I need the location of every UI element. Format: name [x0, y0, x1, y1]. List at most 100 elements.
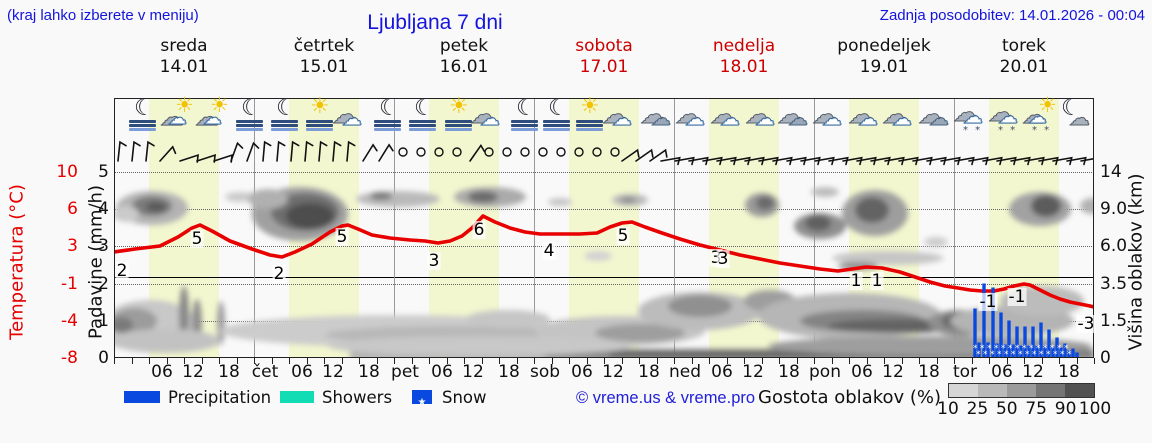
day-name: nedelja: [712, 36, 776, 56]
temp-tick: 6: [67, 199, 78, 219]
axis-tick: [254, 358, 255, 364]
menu-hint: (kraj lahko izberete v meniju): [7, 7, 199, 24]
axis-tick: [237, 358, 238, 364]
cloud-height-tick: 9.0: [1100, 199, 1128, 219]
cloud-height-tick: 14: [1100, 162, 1122, 182]
axis-tick: [1024, 358, 1025, 364]
axis-tick: [482, 358, 483, 364]
gridline: [114, 172, 1094, 173]
temperature-value-label: 5: [190, 229, 204, 249]
fog-lines-icon: [306, 124, 333, 127]
weather-icon-cloud: ☁ ☁: [848, 100, 879, 130]
temperature-value-label: -1: [1007, 287, 1027, 307]
fog-lines-icon: [576, 124, 603, 127]
fog-lines-icon: [236, 124, 263, 127]
axis-tick: [377, 358, 378, 364]
axis-tick: [184, 358, 185, 364]
axis-tick: [919, 358, 920, 364]
weather-icon-cloud: ☁ ☁: [710, 100, 741, 130]
fog-lines-icon: [543, 128, 570, 131]
svg-text:*: *: [1057, 344, 1062, 354]
x-tick-label: 12: [462, 362, 484, 382]
gridline: [114, 209, 1094, 210]
day-separator: [534, 98, 535, 358]
axis-tick: [149, 358, 150, 364]
fog-lines-icon: [374, 120, 401, 123]
precip-tick: 3: [98, 236, 109, 256]
gridline: [114, 284, 1094, 285]
weather-icon-cloud-grey: ☁ ☁: [777, 100, 809, 130]
svg-text:*: *: [976, 350, 981, 358]
axis-tick: [464, 358, 465, 364]
temperature-value-label: 1: [849, 271, 863, 291]
x-tick-label: 06: [851, 362, 873, 382]
svg-text:*: *: [1001, 344, 1006, 354]
copyright-link[interactable]: © vreme.us & vreme.pro: [576, 389, 756, 407]
day-name: petek: [439, 36, 489, 56]
snow-label: Snow: [442, 388, 487, 407]
temperature-value-label: -3: [1076, 314, 1096, 334]
weather-icon-moon-fog: ☾: [370, 97, 406, 136]
weather-icon-cloud-grey: ☁ ☁: [640, 100, 672, 130]
axis-tick: [132, 358, 133, 364]
precipitation-swatch: [124, 391, 160, 403]
x-day-abbr: pet: [391, 362, 419, 382]
svg-text:*: *: [1025, 350, 1030, 358]
temperature-value-label: -1: [978, 292, 998, 312]
temperature-line: [114, 214, 1094, 309]
svg-text:*: *: [1060, 350, 1065, 358]
axis-tick: [569, 358, 570, 364]
axis-tick: [779, 358, 780, 364]
x-day-abbr: tor: [952, 362, 978, 382]
axis-tick: [639, 358, 640, 364]
day-name: četrtek: [293, 36, 355, 56]
temp-tick: 3: [67, 236, 78, 256]
svg-text:*: *: [1022, 344, 1027, 354]
axis-tick: [587, 358, 588, 364]
x-tick-label: 06: [711, 362, 733, 382]
precip-tick: 1: [98, 311, 109, 331]
axis-tick: [604, 358, 605, 364]
x-tick-label: 18: [1058, 362, 1080, 382]
fog-lines-icon: [374, 124, 401, 127]
x-tick-label: 12: [882, 362, 904, 382]
day-name: ponedeljek: [837, 36, 931, 56]
precip-bars: [973, 283, 1079, 358]
axis-tick: [657, 358, 658, 364]
svg-text:*: *: [1011, 350, 1016, 358]
axis-tick: [1059, 358, 1060, 364]
day-name: sobota: [575, 36, 633, 56]
axis-tick: [394, 358, 395, 364]
chart-canvas: * * * * * * * * * * * * * ** * * * * * * * * * * * * *: [114, 140, 1094, 358]
day-separator: [254, 98, 255, 358]
density-tick-label: 90: [1054, 399, 1077, 419]
svg-text:*: *: [980, 344, 985, 354]
axis-tick: [517, 358, 518, 364]
weather-icon-cloud-snow: ☁ ☁ * *: [988, 98, 1019, 136]
svg-text:*: *: [1053, 350, 1058, 358]
cloud-height-tick: 6.0: [1100, 236, 1128, 256]
density-segment: [978, 384, 1007, 397]
cloud-density-colorbar: [948, 383, 1095, 398]
x-tick-label: 12: [1022, 362, 1044, 382]
temperature-value-label: 6: [472, 220, 486, 240]
svg-text:*: *: [1039, 350, 1044, 358]
svg-text:*: *: [997, 350, 1002, 358]
x-tick-label: 12: [322, 362, 344, 382]
day-date: 20.01: [999, 57, 1049, 77]
cloud-height-tick: 1.5: [1100, 311, 1128, 331]
cloud-height-tick: 0: [1100, 348, 1111, 368]
x-tick-label: 06: [291, 362, 313, 382]
fog-lines-icon: [409, 124, 436, 127]
weather-icon-sun-cloud: ☀ ☁ ☁: [160, 93, 194, 131]
axis-tick: [219, 358, 220, 364]
axis-tick: [954, 358, 955, 364]
axis-tick: [114, 358, 115, 364]
density-segment: [949, 384, 978, 397]
axis-tick: [849, 358, 850, 364]
axis-tick: [552, 358, 553, 364]
density-tick-label: 10: [937, 399, 959, 419]
axis-tick: [429, 358, 430, 364]
axis-tick: [272, 358, 273, 364]
density-segment: [1007, 384, 1036, 397]
